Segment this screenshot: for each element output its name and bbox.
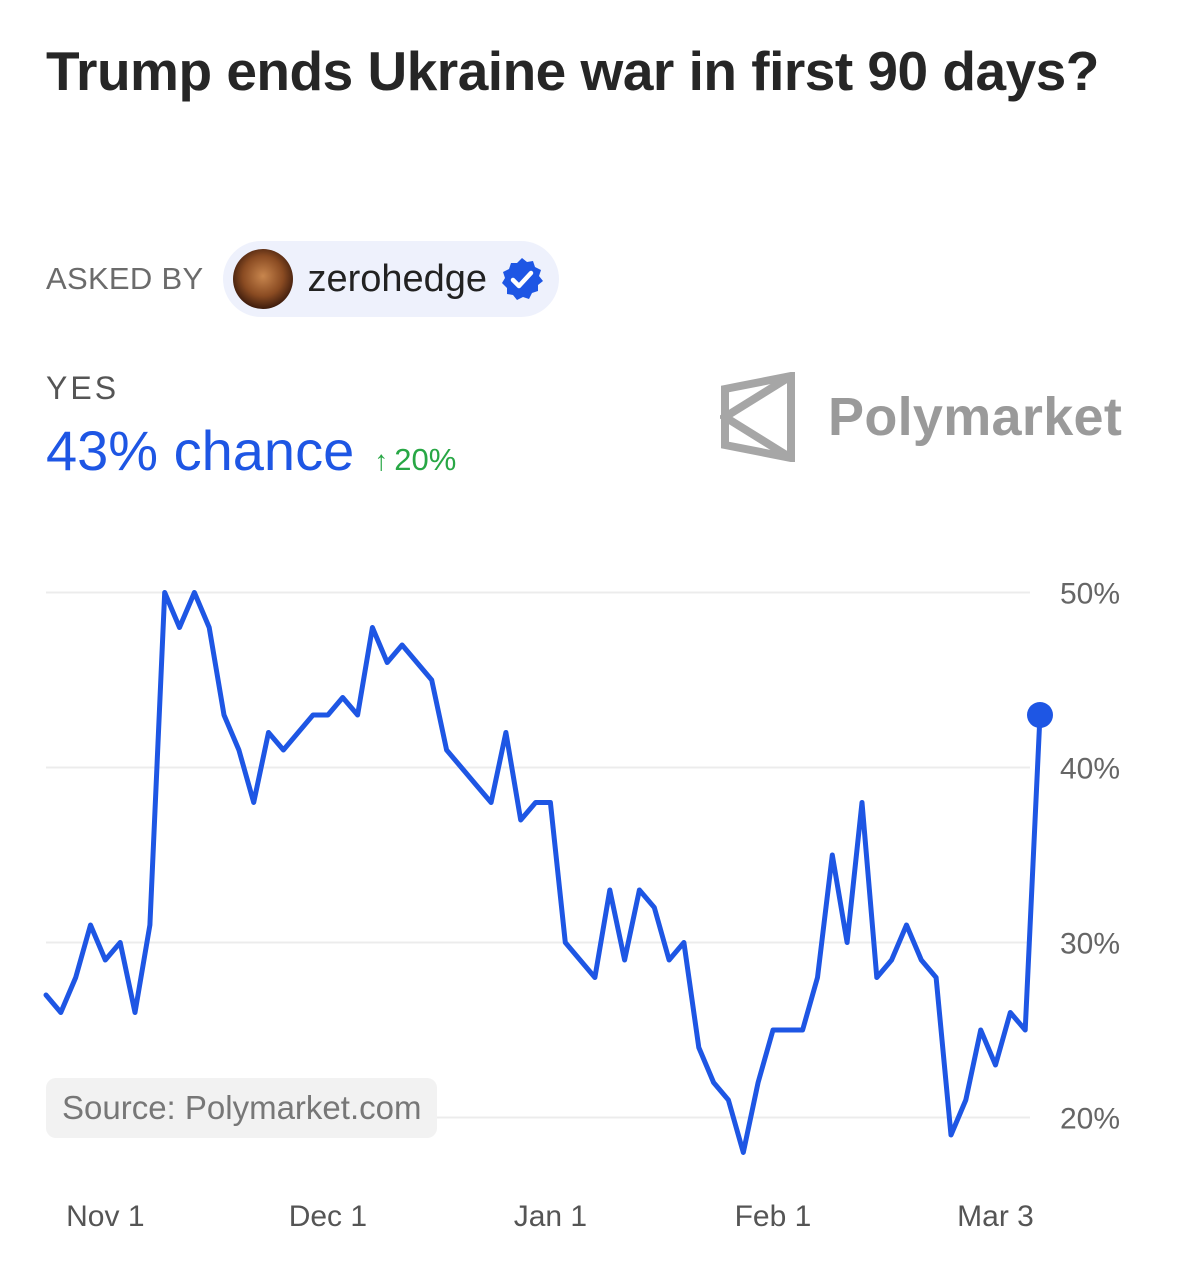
asked-by-label: ASKED BY — [46, 261, 204, 296]
arrow-up-icon: ↑ — [374, 445, 389, 476]
y-tick-label: 40% — [1060, 753, 1120, 786]
y-tick-label: 30% — [1060, 928, 1120, 961]
verified-check-icon — [499, 256, 545, 302]
user-chip[interactable]: zerohedge — [223, 241, 560, 317]
avatar — [233, 249, 294, 309]
y-tick-label: 20% — [1060, 1103, 1120, 1136]
outcome-label: YES — [46, 370, 120, 406]
chance-value: 43% chance — [46, 419, 355, 482]
market-title: Trump ends Ukraine war in first 90 days? — [46, 40, 1099, 102]
polymarket-brand: Polymarket — [720, 372, 1122, 462]
x-axis-ticks: Nov 1 Dec 1 Jan 1 Feb 1 Mar 3 — [66, 1200, 1034, 1233]
y-tick-label: 50% — [1060, 578, 1120, 611]
y-axis-ticks: 50% 40% 30% 20% — [1060, 578, 1120, 1136]
x-tick-label: Jan 1 — [514, 1200, 587, 1233]
chance-row: 43% chance ↑ 20% — [46, 418, 456, 483]
asked-by-row: ASKED BY zerohedge — [46, 240, 560, 318]
x-tick-label: Mar 3 — [957, 1200, 1034, 1233]
user-name: zerohedge — [307, 257, 488, 300]
last-price-marker — [1027, 702, 1053, 728]
price-chart: 50% 40% 30% 20% Nov 1 Dec 1 Jan 1 Feb 1 Mar 3 — [43, 578, 1120, 1233]
change-indicator: ↑ 20% — [374, 442, 456, 478]
polymarket-logo-icon — [720, 372, 795, 462]
x-tick-label: Nov 1 — [66, 1200, 144, 1233]
source-badge: Source: Polymarket.com — [46, 1078, 438, 1138]
change-value: 20% — [394, 442, 457, 477]
x-tick-label: Dec 1 — [289, 1200, 367, 1233]
brand-name: Polymarket — [828, 387, 1123, 447]
yes-price-line — [43, 590, 1043, 1155]
x-tick-label: Feb 1 — [735, 1200, 812, 1233]
grid-layer — [46, 591, 1030, 1119]
